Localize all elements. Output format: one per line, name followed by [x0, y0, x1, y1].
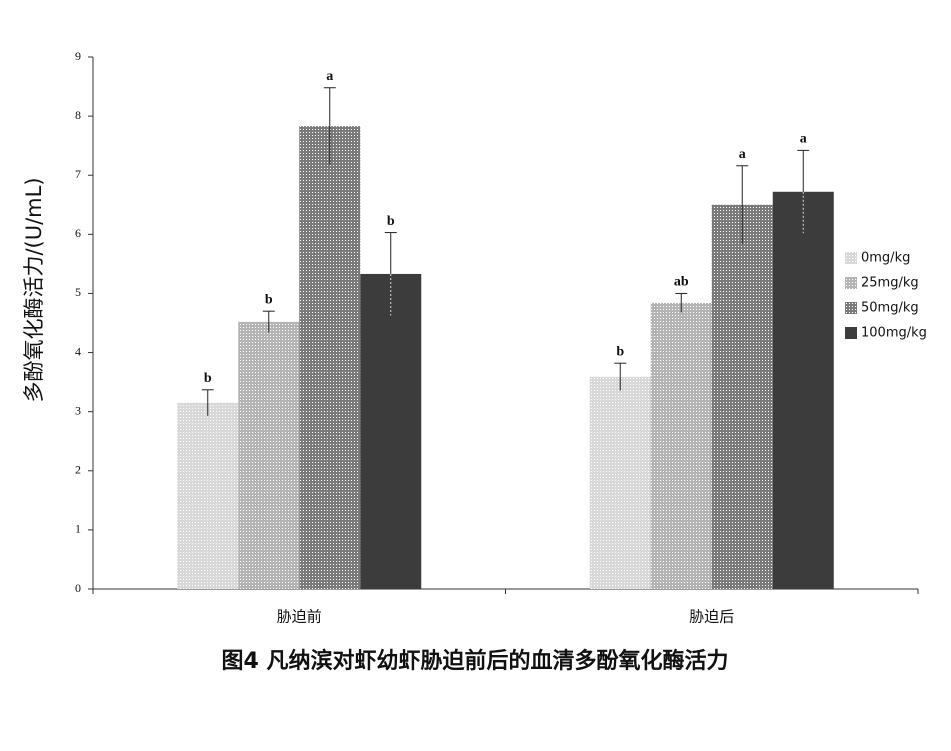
- error-bar: [675, 292, 688, 313]
- y-tick-label: 2: [75, 463, 81, 477]
- error-bar: [614, 362, 627, 391]
- significance-letter: a: [326, 69, 333, 84]
- x-tick-label: 胁迫后: [689, 608, 734, 626]
- y-tick-label: 6: [75, 226, 81, 240]
- y-tick-label: 9: [75, 49, 81, 63]
- error-bar: [384, 232, 397, 316]
- significance-letter: b: [387, 214, 395, 229]
- legend-swatch: [845, 252, 857, 264]
- error-bar: [262, 310, 275, 333]
- bar: [360, 273, 422, 589]
- legend-label: 100mg/kg: [861, 326, 927, 341]
- y-tick-label: 7: [75, 167, 81, 181]
- error-bar: [736, 165, 749, 244]
- y-tick-label: 3: [75, 403, 81, 417]
- legend-swatch: [845, 302, 857, 314]
- bar: [299, 126, 361, 589]
- error-bar: [797, 149, 810, 234]
- bar: [238, 321, 300, 589]
- legend-swatch: [845, 327, 857, 339]
- bar: [589, 376, 651, 589]
- significance-letter: b: [616, 344, 624, 359]
- y-tick-label: 5: [75, 285, 81, 299]
- y-tick-label: 8: [75, 108, 81, 122]
- y-tick-label: 4: [75, 344, 81, 358]
- chart-title: 图4 凡纳滨对虾幼虾胁迫前后的血清多酚氧化酶活力: [222, 648, 729, 674]
- legend-label: 25mg/kg: [861, 276, 919, 291]
- x-tick-label: 胁迫前: [277, 608, 322, 626]
- y-tick-label: 0: [75, 581, 81, 595]
- significance-letter: ab: [674, 275, 689, 290]
- error-bar: [201, 389, 214, 416]
- bar: [711, 204, 773, 589]
- significance-letter: a: [800, 132, 807, 147]
- significance-letter: a: [739, 147, 746, 162]
- legend-label: 50mg/kg: [861, 301, 919, 316]
- bar: [650, 302, 712, 589]
- bar: [772, 191, 834, 590]
- legend-swatch: [845, 277, 857, 289]
- legend-label: 0mg/kg: [861, 251, 910, 266]
- significance-letter: b: [265, 292, 273, 307]
- significance-letter: b: [204, 371, 212, 386]
- y-tick-label: 1: [75, 522, 81, 536]
- bar: [177, 402, 239, 589]
- y-axis-title: 多酚氧化酶活力/(U/mL): [22, 177, 46, 402]
- error-bar: [323, 87, 336, 165]
